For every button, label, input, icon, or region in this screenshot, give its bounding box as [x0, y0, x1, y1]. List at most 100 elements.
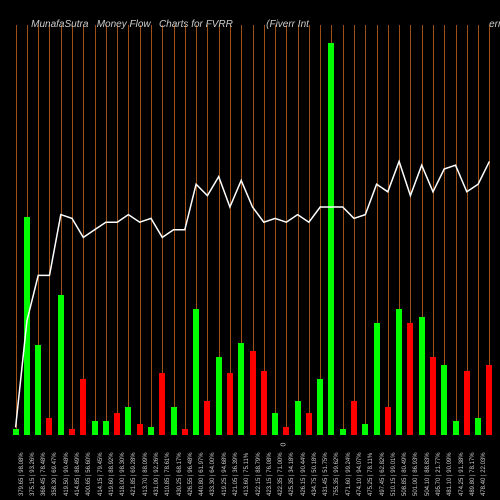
volume-bar — [374, 323, 380, 435]
money-flow-chart: 379.65 | 98.08% 375.15 | 93.26% 368.45 | 7… — [0, 0, 500, 500]
x-axis-label: 481.10 | 90.09% — [447, 452, 453, 496]
x-axis-label: 475.25 | 78.11% — [368, 453, 374, 496]
x-axis-label: 358.30 | 69.47% — [52, 452, 58, 496]
volume-bar — [227, 373, 233, 435]
x-axis-label: 426.55 | 96.48% — [188, 452, 194, 496]
volume-bar — [159, 373, 165, 435]
volume-bar — [464, 371, 470, 435]
grid-line — [72, 25, 73, 435]
zero-label: 0 — [280, 443, 287, 447]
grid-line — [478, 25, 479, 435]
volume-bar — [295, 401, 301, 435]
title-part-a: MunafaSutra Money Flow Charts for FVRR — [31, 19, 233, 30]
x-axis-label: 426.15 | 90.44% — [301, 452, 307, 496]
x-axis-label: 497.45 | 62.82% — [380, 452, 386, 496]
x-axis-label: 508.85 | 80.49% — [402, 452, 408, 496]
volume-bar — [35, 345, 41, 435]
volume-bar — [419, 317, 425, 435]
x-axis-label: 431.45 | 51.75% — [323, 452, 329, 496]
x-axis-label: 414.15 | 79.45% — [98, 452, 104, 496]
grid-line — [298, 25, 299, 435]
grid-line — [95, 25, 96, 435]
volume-bar — [125, 407, 131, 435]
volume-bar — [328, 43, 334, 435]
grid-line — [320, 25, 321, 435]
volume-bar — [80, 379, 86, 435]
x-axis-label: 414.85 | 88.49% — [75, 452, 81, 496]
x-axis-label: 433.30 | 64.00% — [210, 452, 216, 496]
volume-bar — [283, 427, 289, 435]
volume-bar — [103, 421, 109, 435]
grid-line — [49, 25, 50, 435]
volume-bar — [193, 309, 199, 435]
grid-line — [275, 25, 276, 435]
volume-bar — [92, 421, 98, 435]
grid-line — [106, 25, 107, 435]
x-axis-label: 421.05 | 36.39% — [233, 452, 239, 496]
x-axis-label: 440.80 | 61.97% — [199, 452, 205, 496]
grid-line — [16, 25, 17, 435]
grid-line — [151, 25, 152, 435]
title-part-c: ern… — [489, 19, 500, 30]
volume-bar — [486, 365, 492, 435]
grid-line — [354, 25, 355, 435]
x-axis-label: 422.35 | 71.00% — [278, 452, 284, 496]
x-axis-label: 434.75 | 50.18% — [312, 452, 318, 496]
volume-bar — [441, 365, 447, 435]
x-axis-label: 495.70 | 21.77% — [436, 452, 442, 496]
grid-line — [83, 25, 84, 435]
grid-line — [117, 25, 118, 435]
grid-line — [286, 25, 287, 435]
volume-bar — [261, 371, 267, 435]
volume-bar — [69, 429, 75, 435]
volume-bar — [453, 421, 459, 435]
grid-line — [207, 25, 208, 435]
volume-bar — [306, 413, 312, 435]
x-axis-label: 478.40 | 22.03% — [481, 452, 487, 496]
volume-bar — [396, 309, 402, 435]
volume-bar — [430, 357, 436, 435]
grid-line — [365, 25, 366, 435]
x-axis-label: 375.15 | 93.26% — [30, 452, 36, 496]
volume-bar — [362, 424, 368, 435]
volume-bar — [340, 429, 346, 435]
grid-line — [174, 25, 175, 435]
volume-bar — [182, 429, 188, 435]
grid-line — [128, 25, 129, 435]
x-axis-label: 489.80 | 78.17% — [470, 452, 476, 496]
title-part-b: (Fiverr Int — [266, 19, 309, 30]
x-axis-label: 510.15 | 99.01% — [391, 452, 397, 496]
volume-bar — [351, 401, 357, 435]
volume-bar — [46, 418, 52, 435]
x-axis-label: 471.60 | 99.24% — [346, 452, 352, 496]
volume-bar — [250, 351, 256, 435]
x-axis-label: 368.45 | 78.48% — [41, 452, 47, 496]
x-axis-label: 379.65 | 98.08% — [19, 452, 25, 496]
x-axis-label: 755.35 | 99.62% — [334, 452, 340, 496]
x-axis-label: 419.25 | 94.68% — [222, 452, 228, 496]
x-axis-label: 474.25 | 91.38% — [459, 452, 465, 496]
volume-bar — [204, 401, 210, 435]
chart-title-b: (Fiverr Int — [255, 8, 309, 41]
x-axis-label: 419.50 | 90.48% — [64, 452, 70, 496]
x-axis-label: 430.25 | 68.17% — [177, 452, 183, 496]
grid-line — [343, 25, 344, 435]
x-axis-label: 422.15 | 88.79% — [256, 452, 262, 496]
volume-bar — [114, 413, 120, 435]
volume-bar — [238, 343, 244, 435]
chart-title: MunafaSutra Money Flow Charts for FVRR — [20, 8, 233, 41]
chart-title-c: ern… — [478, 8, 500, 41]
volume-bar — [171, 407, 177, 435]
plot-area: 379.65 | 98.08% 375.15 | 93.26% 368.45 | 7… — [0, 0, 500, 500]
volume-bar — [216, 357, 222, 435]
x-axis-label: 419.60 | 88.92% — [109, 452, 115, 496]
volume-bar — [317, 379, 323, 435]
x-axis-label: 431.00 | 92.26% — [154, 452, 160, 496]
volume-bar — [24, 217, 30, 435]
x-axis-label: 474.10 | 94.07% — [357, 452, 363, 496]
volume-bar — [13, 429, 19, 435]
x-axis-label: 413.60 | 75.11% — [244, 453, 250, 496]
volume-bar — [58, 295, 64, 435]
volume-bar — [272, 413, 278, 435]
volume-bar — [148, 427, 154, 435]
